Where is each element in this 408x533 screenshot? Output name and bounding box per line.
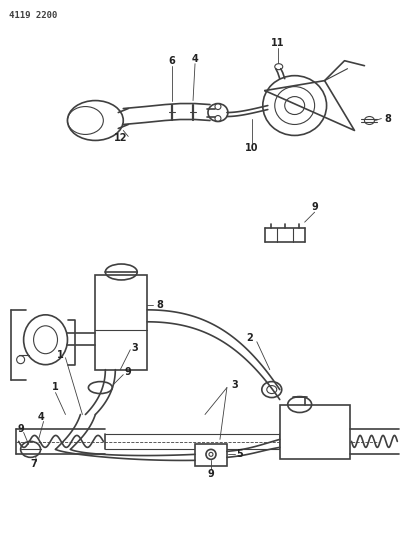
Text: 9: 9 [17,424,24,434]
Text: 8: 8 [384,114,391,124]
Text: 11: 11 [271,38,284,48]
Text: 9: 9 [208,469,214,479]
Text: 5: 5 [237,449,243,459]
Text: 6: 6 [169,56,175,66]
Text: 12: 12 [113,133,127,143]
Text: 4: 4 [192,54,198,64]
Text: 7: 7 [30,459,37,470]
Bar [195,445,227,466]
Text: 1: 1 [52,382,59,392]
Text: 4: 4 [37,413,44,423]
Text: 3: 3 [231,379,238,390]
Text: 10: 10 [245,143,259,154]
Bar [95,275,147,370]
Text: 8: 8 [157,300,164,310]
Bar [280,405,350,459]
Text: 4119 2200: 4119 2200 [9,11,57,20]
Text: 9: 9 [311,202,318,212]
Text: 3: 3 [132,343,139,353]
Text: 1: 1 [57,350,64,360]
Text: 9: 9 [125,367,132,377]
Text: 2: 2 [246,333,253,343]
